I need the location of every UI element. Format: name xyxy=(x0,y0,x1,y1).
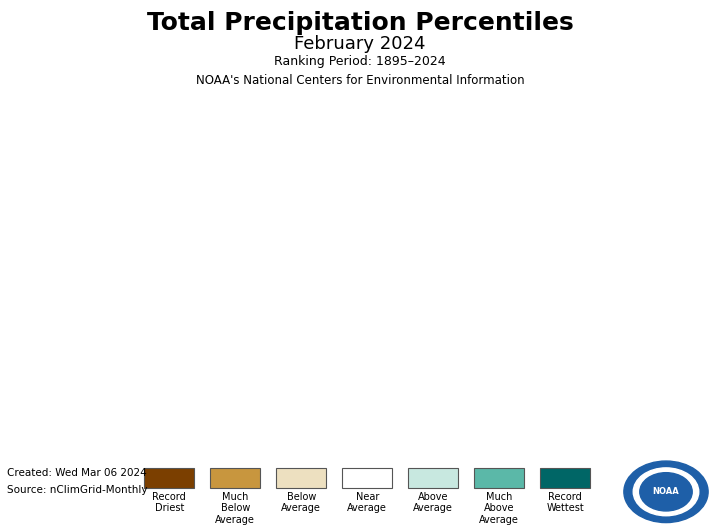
FancyBboxPatch shape xyxy=(210,468,261,488)
Text: February 2024: February 2024 xyxy=(294,35,426,53)
Circle shape xyxy=(634,468,698,515)
FancyBboxPatch shape xyxy=(408,468,459,488)
Text: Ranking Period: 1895–2024: Ranking Period: 1895–2024 xyxy=(274,55,446,68)
Text: Total Precipitation Percentiles: Total Precipitation Percentiles xyxy=(147,11,573,35)
Text: Record
Wettest: Record Wettest xyxy=(546,492,584,513)
Circle shape xyxy=(640,473,692,511)
FancyBboxPatch shape xyxy=(540,468,590,488)
FancyBboxPatch shape xyxy=(474,468,524,488)
Text: Record
Driest: Record Driest xyxy=(153,492,186,513)
Text: Below
Average: Below Average xyxy=(282,492,321,513)
FancyBboxPatch shape xyxy=(342,468,392,488)
Text: Near
Average: Near Average xyxy=(347,492,387,513)
Text: Created: Wed Mar 06 2024: Created: Wed Mar 06 2024 xyxy=(7,468,147,478)
Text: NOAA: NOAA xyxy=(652,487,680,497)
Text: Much
Above
Average: Much Above Average xyxy=(480,492,519,525)
Text: NOAA's National Centers for Environmental Information: NOAA's National Centers for Environmenta… xyxy=(196,74,524,87)
Text: Above
Average: Above Average xyxy=(413,492,453,513)
FancyBboxPatch shape xyxy=(144,468,194,488)
Text: Much
Below
Average: Much Below Average xyxy=(215,492,255,525)
Circle shape xyxy=(624,461,708,523)
FancyBboxPatch shape xyxy=(276,468,326,488)
Text: Source: nClimGrid-Monthly: Source: nClimGrid-Monthly xyxy=(7,485,148,495)
